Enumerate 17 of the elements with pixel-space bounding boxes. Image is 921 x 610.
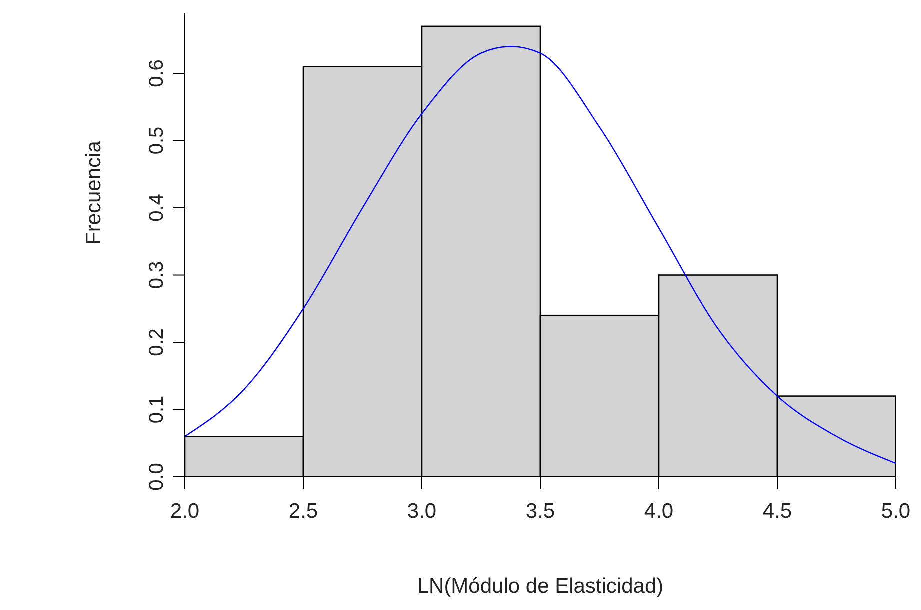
x-tick-label: 5.0	[881, 500, 911, 523]
y-tick-label: 0.3	[146, 261, 168, 290]
y-axis-title: Frecuencia	[82, 140, 106, 245]
x-tick-label: 3.5	[526, 500, 556, 523]
x-tick-label: 4.5	[762, 500, 792, 523]
x-tick-label: 2.0	[170, 500, 200, 523]
y-tick-label: 0.2	[146, 328, 168, 356]
x-tick-label: 2.5	[288, 500, 318, 523]
y-tick-label: 0.6	[146, 60, 168, 88]
y-tick-label: 0.0	[146, 463, 168, 491]
line-series	[185, 46, 896, 464]
y-tick-label: 0.1	[146, 396, 168, 424]
y-tick-label: 0.4	[146, 194, 168, 222]
x-tick-label: 4.0	[644, 500, 674, 523]
y-tick-label: 0.5	[146, 126, 168, 155]
x-axis-title: LN(Módulo de Elasticidad)	[417, 575, 664, 598]
x-tick-label: 3.0	[407, 500, 437, 523]
